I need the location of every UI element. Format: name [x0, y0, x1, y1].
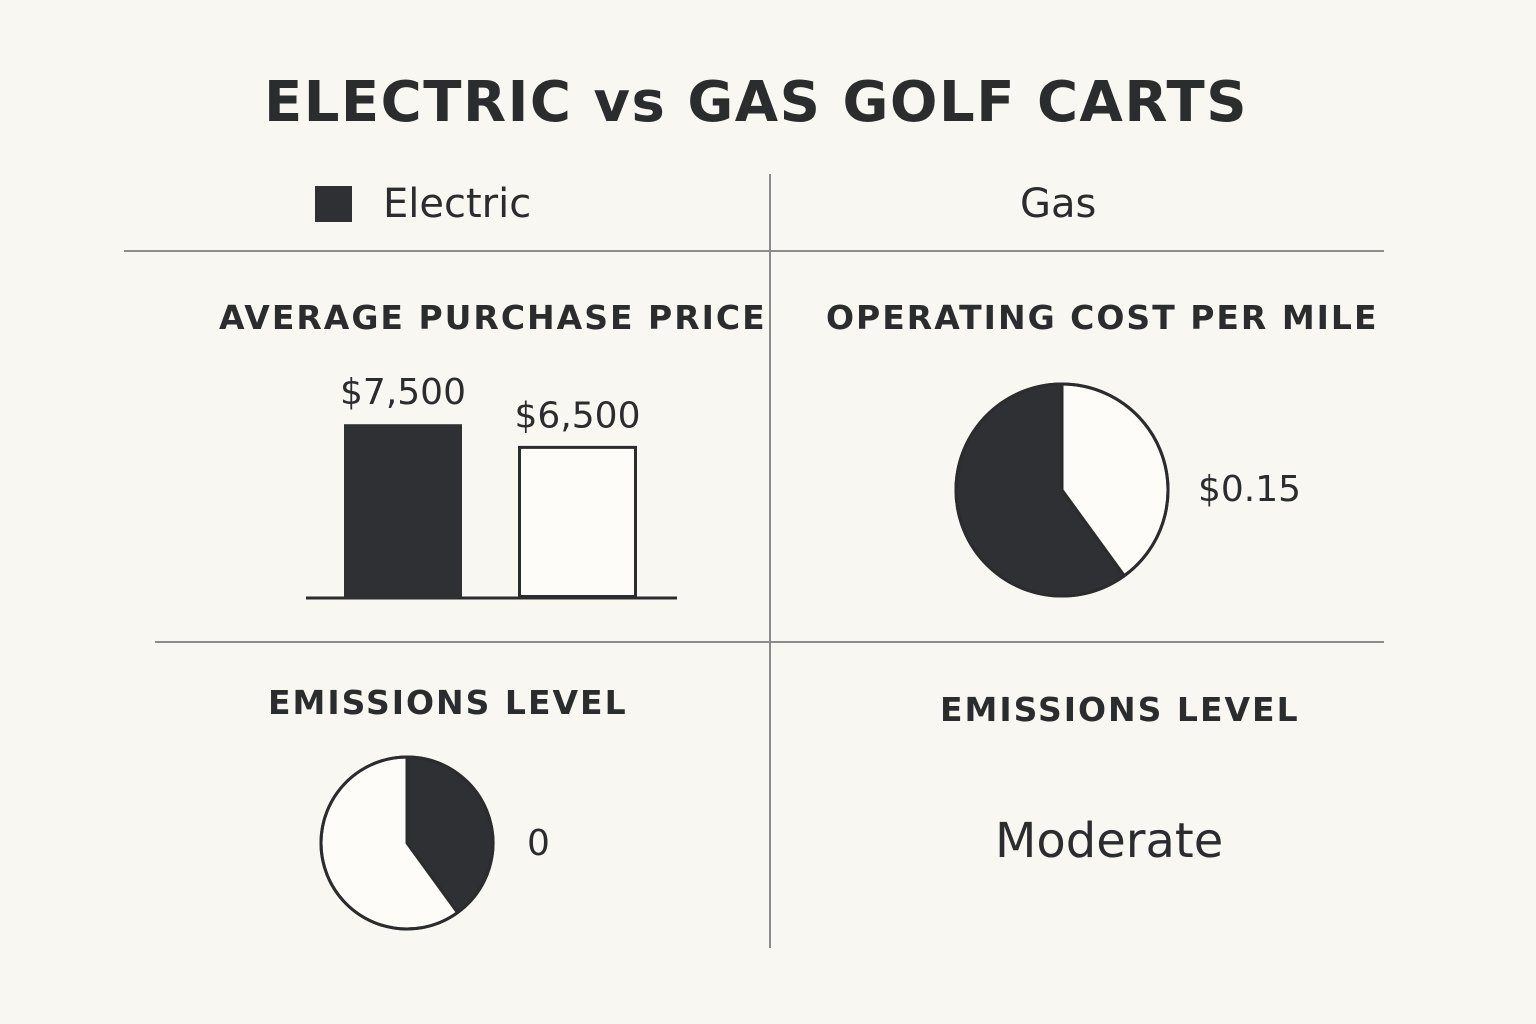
- horizontal-divider-middle: [155, 641, 1384, 643]
- operating-cost-pie-chart: [954, 382, 1170, 598]
- legend-label-electric: Electric: [383, 181, 532, 227]
- emissions-gas-value: Moderate: [995, 813, 1224, 869]
- legend-label-gas: Gas: [1020, 181, 1097, 227]
- bar-value-label-electric: $7,500: [340, 372, 466, 413]
- legend-swatch-electric: [315, 186, 352, 222]
- emissions-gas-title: EMISSIONS LEVEL: [940, 690, 1300, 729]
- emissions-pie-outline: [319, 755, 495, 931]
- operating-cost-value-label: $0.15: [1198, 469, 1301, 510]
- emissions-electric-title: EMISSIONS LEVEL: [268, 683, 628, 722]
- purchase-price-bar-chart: $7,500 $6,500: [306, 372, 677, 600]
- emissions-electric-pie-chart: [319, 755, 495, 931]
- operating-cost-pie-outline: [954, 382, 1170, 598]
- bar-value-label-gas: $6,500: [515, 395, 641, 436]
- bar-electric: [344, 424, 462, 598]
- page-title: ELECTRIC vs GAS GOLF CARTS: [263, 70, 1249, 135]
- purchase-price-title: AVERAGE PURCHASE PRICE: [219, 298, 767, 337]
- operating-cost-title: OPERATING COST PER MILE: [826, 298, 1379, 337]
- horizontal-divider-top: [124, 250, 1384, 252]
- emissions-electric-value-label: 0: [527, 823, 550, 864]
- bar-gas: [518, 445, 637, 599]
- vertical-divider: [769, 174, 771, 948]
